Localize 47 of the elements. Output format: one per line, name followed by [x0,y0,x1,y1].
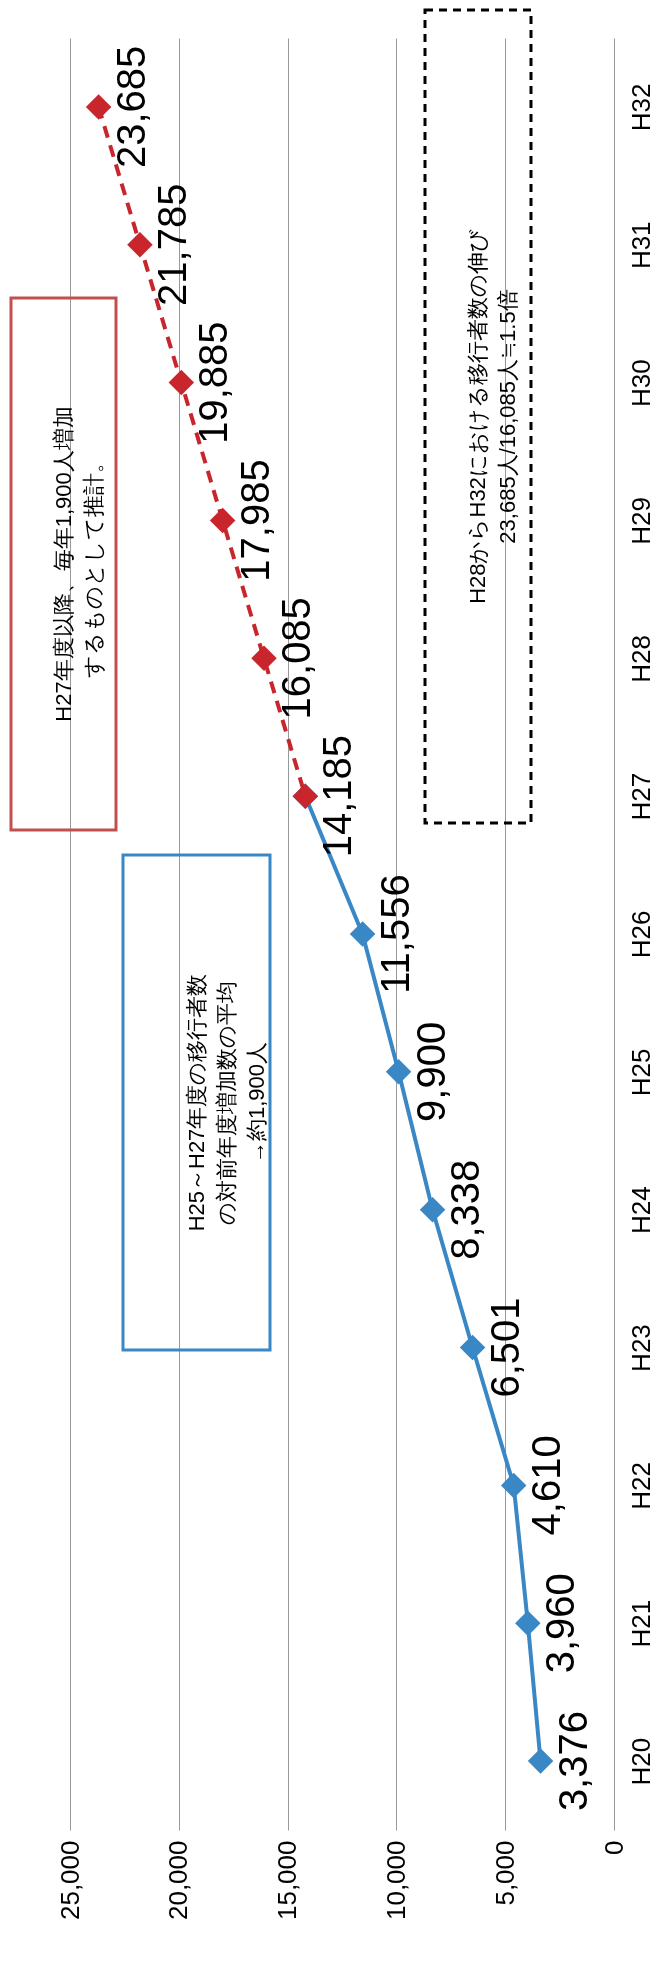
data-label: 16,085 [273,597,318,720]
x-tick-label: 25,000 [54,1840,85,1921]
point [127,232,153,258]
data-label: 17,985 [232,459,277,582]
x-tick-label: 10,000 [380,1840,411,1921]
x-tick-label: 5,000 [489,1840,520,1906]
point [419,1196,446,1223]
y-tick-label: H27 [625,772,656,821]
data-label: 23,685 [108,45,153,169]
data-label: 11,556 [372,874,417,994]
y-tick-label: H21 [625,1599,656,1648]
data-label: 4,610 [523,1435,568,1536]
y-tick-label: H25 [625,1048,656,1097]
x-tick-label: 0 [598,1840,629,1855]
y-tick-label: H29 [625,497,656,545]
point [527,1748,554,1774]
y-tick-label: H31 [625,221,656,270]
y-tick-label: H32 [625,83,656,132]
y-tick-label: H26 [625,910,656,959]
data-label: 19,885 [191,321,236,444]
point [515,1610,541,1636]
data-label: 3,376 [550,1711,595,1812]
y-tick-label: H22 [625,1462,656,1510]
data-label: 3,960 [537,1573,582,1674]
annotation: H27年度以降、毎年1,900人増加するものとして推計。 [50,406,106,722]
data-label: 6,501 [482,1297,527,1398]
y-tick-label: H20 [625,1737,656,1786]
annotation: H28からH32における移行者数の伸び23,685人/16,085人≒1.5倍 [465,229,520,604]
annotation: H25～H27年度の移行者数の対前年度増加数の平均→約1,900人 [183,973,269,1232]
point [459,1334,486,1361]
point [500,1472,527,1499]
y-tick-label: H28 [625,634,656,683]
point [209,507,236,534]
y-tick-label: H23 [625,1324,656,1372]
point [85,94,112,120]
data-label: 14,185 [315,734,360,858]
data-label: 8,338 [442,1159,487,1260]
point [385,1059,412,1085]
x-tick-label: 15,000 [272,1840,303,1921]
point [251,645,277,672]
point [168,369,195,396]
y-tick-label: H24 [625,1186,656,1235]
data-label: 21,785 [149,183,194,306]
y-tick-label: H30 [625,359,656,407]
data-label: 9,900 [408,1021,453,1122]
point [349,921,376,947]
x-tick-label: 20,000 [163,1840,194,1921]
